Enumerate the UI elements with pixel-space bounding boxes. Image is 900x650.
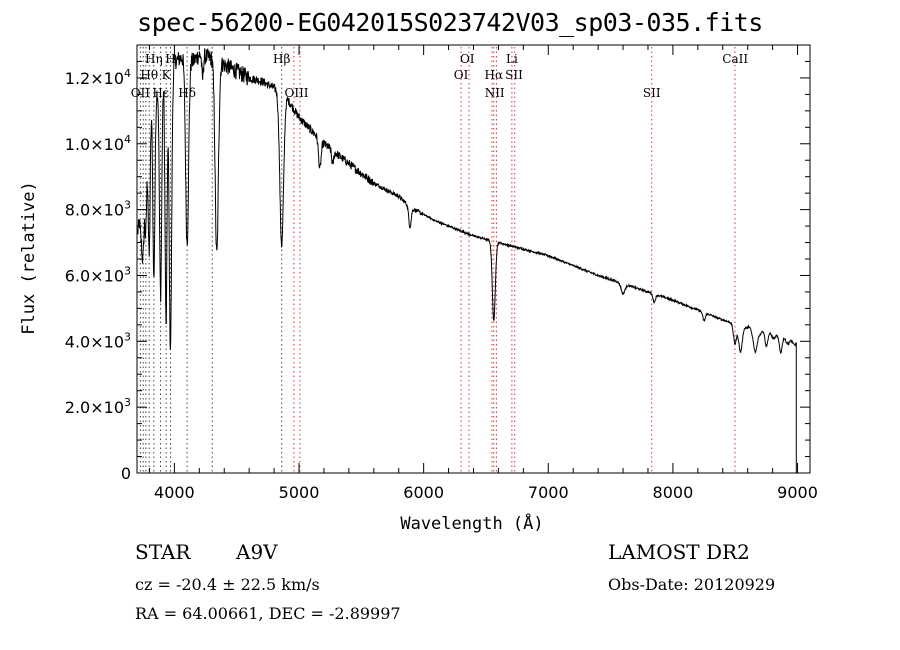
line-marker-label: Hθ xyxy=(140,68,158,82)
redshift-cz: cz = -20.4 ± 22.5 km/s xyxy=(135,575,320,594)
observation-date: Obs-Date: 20120929 xyxy=(608,575,776,594)
object-subclass: A9V xyxy=(236,540,278,564)
line-marker-label: CaII xyxy=(722,52,748,66)
line-marker-label: Hα xyxy=(485,68,504,82)
line-marker-label: OI xyxy=(454,68,469,82)
line-marker-label: SII xyxy=(643,86,661,100)
object-class: STAR xyxy=(135,540,191,564)
x-axis-label: Wavelength (Å) xyxy=(400,512,543,534)
line-marker-label: Hδ xyxy=(178,86,196,100)
y-tick-label: 4.0×103 xyxy=(65,330,131,351)
line-marker-label: H xyxy=(165,52,175,66)
line-marker-label: OIII xyxy=(284,86,308,100)
line-marker-label: Hη xyxy=(145,52,163,66)
y-tick-label: 2.0×103 xyxy=(65,396,131,417)
line-marker-label: NII xyxy=(485,86,505,100)
chart-title: spec-56200-EG042015S023742V03_sp03-035.f… xyxy=(137,8,763,37)
x-tick-label: 6000 xyxy=(403,483,444,502)
x-tick-label: 5000 xyxy=(279,483,320,502)
axis-ticks xyxy=(137,44,810,474)
ra-dec-coordinates: RA = 64.00661, DEC = -2.89997 xyxy=(135,604,401,623)
y-tick-label: 0 xyxy=(121,464,131,483)
line-markers-layer xyxy=(139,47,736,473)
line-marker-label: Li xyxy=(506,52,518,66)
axis-tick-labels: 4000 5000 6000 7000 8000 9000 0 2.0×103 4.0×103 6… xyxy=(65,67,818,502)
line-marker-label: OII xyxy=(131,86,151,100)
line-marker-label: K xyxy=(162,68,172,82)
spectrum-series-line xyxy=(137,48,797,473)
y-tick-label: 8.0×103 xyxy=(65,199,131,220)
y-tick-label: 1.2×104 xyxy=(65,67,131,88)
x-tick-label: 8000 xyxy=(653,483,694,502)
x-tick-label: 7000 xyxy=(528,483,569,502)
x-tick-label: 9000 xyxy=(777,483,818,502)
survey-name: LAMOST DR2 xyxy=(608,540,750,564)
line-marker-label: Hβ xyxy=(273,52,290,66)
y-tick-label: 6.0×103 xyxy=(65,264,131,285)
x-tick-label: 4000 xyxy=(154,483,195,502)
line-marker-label: OI xyxy=(460,52,475,66)
line-marker-label: Hε xyxy=(152,86,169,100)
plot-frame xyxy=(136,44,811,474)
y-tick-label: 1.0×104 xyxy=(65,133,131,154)
y-axis-label: Flux (relative) xyxy=(19,181,39,335)
line-marker-label: SII xyxy=(505,68,523,82)
